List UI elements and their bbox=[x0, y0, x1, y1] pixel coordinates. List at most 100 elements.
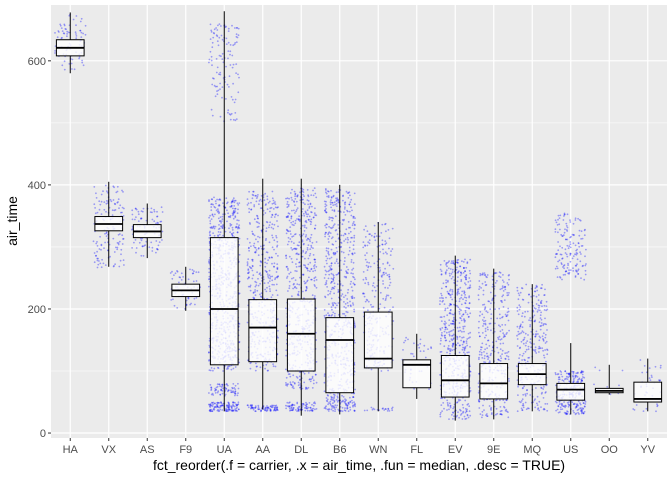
data-point bbox=[458, 313, 461, 315]
data-point bbox=[503, 406, 506, 409]
data-point bbox=[219, 406, 222, 408]
data-point bbox=[501, 301, 503, 304]
data-point bbox=[234, 394, 236, 397]
data-point bbox=[572, 371, 575, 373]
data-point bbox=[485, 275, 487, 278]
data-point bbox=[451, 320, 454, 322]
data-point bbox=[330, 272, 333, 275]
data-point bbox=[214, 389, 216, 392]
data-point bbox=[324, 188, 327, 190]
data-point bbox=[292, 277, 295, 279]
data-point bbox=[341, 406, 344, 409]
data-point bbox=[469, 370, 472, 373]
data-point bbox=[340, 234, 343, 237]
data-point bbox=[304, 252, 307, 255]
data-point bbox=[274, 277, 277, 279]
data-point bbox=[575, 264, 578, 267]
data-point bbox=[542, 349, 544, 352]
data-point bbox=[255, 194, 257, 197]
data-point bbox=[522, 339, 525, 342]
data-point bbox=[351, 252, 353, 255]
data-point bbox=[231, 407, 233, 410]
data-point bbox=[324, 205, 327, 208]
data-point bbox=[303, 372, 306, 375]
data-point bbox=[499, 360, 502, 362]
data-point bbox=[231, 409, 234, 412]
data-point bbox=[484, 322, 487, 325]
data-point bbox=[148, 246, 151, 249]
data-point bbox=[260, 195, 263, 197]
data-point bbox=[524, 310, 527, 313]
data-point bbox=[337, 399, 340, 402]
data-point bbox=[369, 265, 372, 268]
data-point bbox=[217, 366, 219, 369]
data-point bbox=[271, 197, 274, 200]
data-point bbox=[305, 234, 308, 236]
data-point bbox=[306, 280, 308, 283]
data-point bbox=[443, 407, 445, 410]
data-point bbox=[304, 407, 306, 409]
data-point bbox=[364, 254, 366, 257]
data-point bbox=[382, 407, 384, 410]
data-point bbox=[447, 404, 449, 407]
data-point bbox=[491, 278, 494, 281]
data-point bbox=[469, 389, 472, 392]
data-point bbox=[574, 374, 577, 377]
data-point bbox=[343, 202, 346, 204]
data-point bbox=[541, 305, 543, 308]
data-point bbox=[247, 272, 249, 274]
data-point bbox=[307, 263, 310, 266]
data-point bbox=[365, 278, 368, 281]
data-point bbox=[173, 274, 175, 276]
data-point bbox=[455, 415, 458, 418]
data-point bbox=[285, 254, 287, 257]
data-point bbox=[533, 399, 536, 402]
data-point bbox=[544, 342, 547, 344]
data-point bbox=[226, 202, 228, 205]
data-point bbox=[231, 410, 234, 412]
data-point bbox=[227, 402, 230, 405]
data-point bbox=[449, 268, 452, 270]
data-point bbox=[286, 265, 288, 268]
data-point bbox=[388, 247, 390, 250]
data-point bbox=[70, 62, 73, 65]
data-point bbox=[171, 270, 173, 273]
data-point bbox=[456, 414, 458, 417]
data-point bbox=[210, 218, 213, 221]
data-point bbox=[388, 264, 391, 267]
data-point bbox=[555, 409, 557, 412]
data-point bbox=[305, 281, 307, 284]
data-point bbox=[269, 408, 272, 410]
data-point bbox=[292, 283, 295, 286]
data-point bbox=[329, 290, 332, 293]
data-point bbox=[232, 403, 234, 406]
data-point bbox=[208, 405, 211, 408]
data-point bbox=[116, 185, 119, 188]
data-point bbox=[264, 204, 267, 207]
data-point bbox=[268, 280, 271, 282]
data-point bbox=[331, 302, 334, 304]
data-point bbox=[469, 286, 472, 289]
data-point bbox=[419, 338, 422, 341]
data-point bbox=[337, 392, 339, 395]
data-point bbox=[455, 344, 458, 346]
data-point bbox=[54, 50, 56, 52]
data-point bbox=[537, 309, 539, 311]
data-point bbox=[253, 297, 256, 300]
data-point bbox=[229, 214, 232, 217]
data-point bbox=[221, 383, 224, 386]
data-point bbox=[533, 343, 535, 345]
data-point bbox=[257, 247, 260, 250]
data-point bbox=[190, 302, 193, 305]
data-point bbox=[98, 248, 101, 250]
data-point bbox=[176, 307, 179, 309]
data-point bbox=[444, 309, 446, 312]
data-point bbox=[384, 267, 386, 270]
data-point bbox=[212, 203, 215, 206]
data-point bbox=[315, 241, 318, 243]
data-point bbox=[341, 284, 344, 287]
data-point bbox=[272, 199, 275, 202]
data-point bbox=[276, 406, 278, 409]
data-point bbox=[440, 294, 443, 297]
data-point bbox=[324, 316, 326, 319]
